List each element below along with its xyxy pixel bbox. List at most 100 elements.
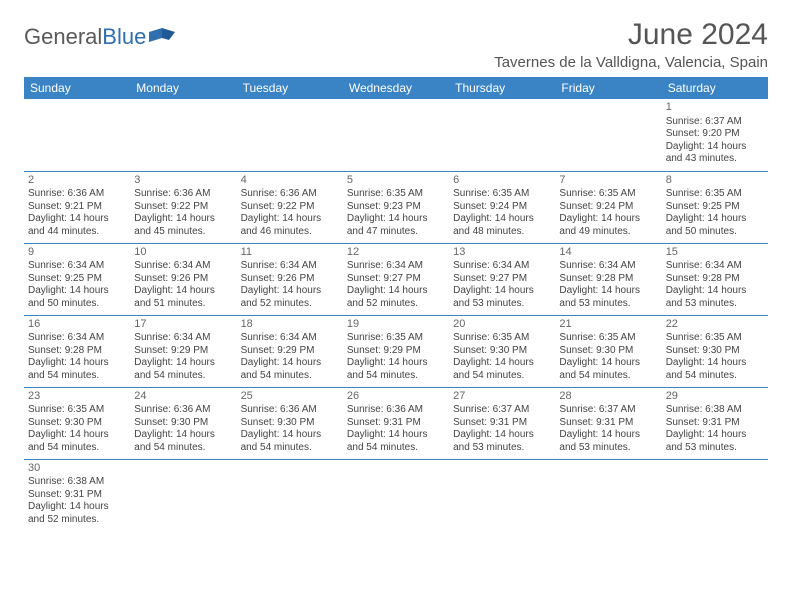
day-cell-10: 10Sunrise: 6:34 AMSunset: 9:26 PMDayligh… bbox=[130, 243, 236, 315]
day-header-monday: Monday bbox=[130, 77, 236, 99]
sunrise-line: Sunrise: 6:35 AM bbox=[559, 332, 657, 345]
sunrise-line: Sunrise: 6:38 AM bbox=[28, 476, 126, 489]
day-cell-12: 12Sunrise: 6:34 AMSunset: 9:27 PMDayligh… bbox=[343, 243, 449, 315]
sunset-line: Sunset: 9:28 PM bbox=[666, 273, 764, 286]
sunrise-line: Sunrise: 6:34 AM bbox=[28, 260, 126, 273]
title-block: June 2024 Tavernes de la Valldigna, Vale… bbox=[494, 18, 768, 71]
empty-cell bbox=[237, 459, 343, 531]
sun-info: Sunrise: 6:36 AMSunset: 9:22 PMDaylight:… bbox=[241, 188, 339, 238]
calendar-row: 2Sunrise: 6:36 AMSunset: 9:21 PMDaylight… bbox=[24, 171, 768, 243]
day-number: 25 bbox=[241, 390, 339, 404]
sun-info: Sunrise: 6:34 AMSunset: 9:27 PMDaylight:… bbox=[453, 260, 551, 310]
sun-info: Sunrise: 6:36 AMSunset: 9:30 PMDaylight:… bbox=[134, 404, 232, 454]
day-number: 14 bbox=[559, 246, 657, 260]
sunset-line: Sunset: 9:30 PM bbox=[559, 345, 657, 358]
day-header-friday: Friday bbox=[555, 77, 661, 99]
sunset-line: Sunset: 9:25 PM bbox=[666, 201, 764, 214]
sunset-line: Sunset: 9:21 PM bbox=[28, 201, 126, 214]
day-number: 18 bbox=[241, 318, 339, 332]
empty-cell bbox=[130, 459, 236, 531]
day-cell-26: 26Sunrise: 6:36 AMSunset: 9:31 PMDayligh… bbox=[343, 387, 449, 459]
day-number: 30 bbox=[28, 462, 126, 476]
day-header-tuesday: Tuesday bbox=[237, 77, 343, 99]
day-cell-19: 19Sunrise: 6:35 AMSunset: 9:29 PMDayligh… bbox=[343, 315, 449, 387]
day-header-sunday: Sunday bbox=[24, 77, 130, 99]
calendar-page: GeneralBlue June 2024 Tavernes de la Val… bbox=[0, 0, 792, 531]
daylight-line: Daylight: 14 hours and 54 minutes. bbox=[666, 357, 764, 382]
sunrise-line: Sunrise: 6:35 AM bbox=[347, 332, 445, 345]
sun-info: Sunrise: 6:35 AMSunset: 9:29 PMDaylight:… bbox=[347, 332, 445, 382]
sunrise-line: Sunrise: 6:37 AM bbox=[666, 116, 764, 129]
day-number: 26 bbox=[347, 390, 445, 404]
sunset-line: Sunset: 9:24 PM bbox=[559, 201, 657, 214]
daylight-line: Daylight: 14 hours and 54 minutes. bbox=[559, 357, 657, 382]
daylight-line: Daylight: 14 hours and 48 minutes. bbox=[453, 213, 551, 238]
sun-info: Sunrise: 6:36 AMSunset: 9:31 PMDaylight:… bbox=[347, 404, 445, 454]
day-cell-3: 3Sunrise: 6:36 AMSunset: 9:22 PMDaylight… bbox=[130, 171, 236, 243]
sun-info: Sunrise: 6:35 AMSunset: 9:30 PMDaylight:… bbox=[559, 332, 657, 382]
sun-info: Sunrise: 6:35 AMSunset: 9:23 PMDaylight:… bbox=[347, 188, 445, 238]
sunrise-line: Sunrise: 6:36 AM bbox=[28, 188, 126, 201]
day-cell-22: 22Sunrise: 6:35 AMSunset: 9:30 PMDayligh… bbox=[662, 315, 768, 387]
sunrise-line: Sunrise: 6:35 AM bbox=[347, 188, 445, 201]
daylight-line: Daylight: 14 hours and 53 minutes. bbox=[453, 429, 551, 454]
daylight-line: Daylight: 14 hours and 52 minutes. bbox=[241, 285, 339, 310]
day-number: 1 bbox=[666, 101, 764, 115]
sunset-line: Sunset: 9:26 PM bbox=[241, 273, 339, 286]
sun-info: Sunrise: 6:36 AMSunset: 9:22 PMDaylight:… bbox=[134, 188, 232, 238]
sunset-line: Sunset: 9:27 PM bbox=[453, 273, 551, 286]
empty-cell bbox=[555, 99, 661, 171]
day-number: 29 bbox=[666, 390, 764, 404]
daylight-line: Daylight: 14 hours and 54 minutes. bbox=[134, 429, 232, 454]
day-number: 3 bbox=[134, 174, 232, 188]
sunrise-line: Sunrise: 6:34 AM bbox=[241, 260, 339, 273]
daylight-line: Daylight: 14 hours and 49 minutes. bbox=[559, 213, 657, 238]
day-number: 10 bbox=[134, 246, 232, 260]
calendar-row: 16Sunrise: 6:34 AMSunset: 9:28 PMDayligh… bbox=[24, 315, 768, 387]
day-number: 19 bbox=[347, 318, 445, 332]
daylight-line: Daylight: 14 hours and 54 minutes. bbox=[453, 357, 551, 382]
day-number: 28 bbox=[559, 390, 657, 404]
sun-info: Sunrise: 6:37 AMSunset: 9:31 PMDaylight:… bbox=[453, 404, 551, 454]
calendar-row: 30Sunrise: 6:38 AMSunset: 9:31 PMDayligh… bbox=[24, 459, 768, 531]
sunrise-line: Sunrise: 6:36 AM bbox=[134, 188, 232, 201]
day-number: 2 bbox=[28, 174, 126, 188]
sunset-line: Sunset: 9:31 PM bbox=[559, 417, 657, 430]
sunrise-line: Sunrise: 6:34 AM bbox=[134, 332, 232, 345]
day-cell-16: 16Sunrise: 6:34 AMSunset: 9:28 PMDayligh… bbox=[24, 315, 130, 387]
sunset-line: Sunset: 9:29 PM bbox=[134, 345, 232, 358]
day-cell-5: 5Sunrise: 6:35 AMSunset: 9:23 PMDaylight… bbox=[343, 171, 449, 243]
daylight-line: Daylight: 14 hours and 53 minutes. bbox=[559, 429, 657, 454]
sunset-line: Sunset: 9:31 PM bbox=[666, 417, 764, 430]
sun-info: Sunrise: 6:38 AMSunset: 9:31 PMDaylight:… bbox=[28, 476, 126, 526]
sunrise-line: Sunrise: 6:36 AM bbox=[347, 404, 445, 417]
sunset-line: Sunset: 9:31 PM bbox=[453, 417, 551, 430]
day-number: 13 bbox=[453, 246, 551, 260]
sunrise-line: Sunrise: 6:34 AM bbox=[453, 260, 551, 273]
empty-cell bbox=[662, 459, 768, 531]
sunrise-line: Sunrise: 6:37 AM bbox=[453, 404, 551, 417]
day-cell-30: 30Sunrise: 6:38 AMSunset: 9:31 PMDayligh… bbox=[24, 459, 130, 531]
sunset-line: Sunset: 9:24 PM bbox=[453, 201, 551, 214]
sunset-line: Sunset: 9:22 PM bbox=[241, 201, 339, 214]
sunrise-line: Sunrise: 6:38 AM bbox=[666, 404, 764, 417]
sunset-line: Sunset: 9:31 PM bbox=[28, 489, 126, 502]
day-cell-20: 20Sunrise: 6:35 AMSunset: 9:30 PMDayligh… bbox=[449, 315, 555, 387]
day-cell-14: 14Sunrise: 6:34 AMSunset: 9:28 PMDayligh… bbox=[555, 243, 661, 315]
sunrise-line: Sunrise: 6:35 AM bbox=[28, 404, 126, 417]
month-title: June 2024 bbox=[494, 18, 768, 52]
sunset-line: Sunset: 9:20 PM bbox=[666, 128, 764, 141]
sunrise-line: Sunrise: 6:36 AM bbox=[241, 404, 339, 417]
sunrise-line: Sunrise: 6:34 AM bbox=[347, 260, 445, 273]
day-cell-23: 23Sunrise: 6:35 AMSunset: 9:30 PMDayligh… bbox=[24, 387, 130, 459]
sunset-line: Sunset: 9:28 PM bbox=[559, 273, 657, 286]
sunrise-line: Sunrise: 6:37 AM bbox=[559, 404, 657, 417]
sun-info: Sunrise: 6:37 AMSunset: 9:20 PMDaylight:… bbox=[666, 116, 764, 166]
daylight-line: Daylight: 14 hours and 54 minutes. bbox=[28, 357, 126, 382]
location: Tavernes de la Valldigna, Valencia, Spai… bbox=[494, 54, 768, 71]
daylight-line: Daylight: 14 hours and 52 minutes. bbox=[28, 501, 126, 526]
header: GeneralBlue June 2024 Tavernes de la Val… bbox=[24, 18, 768, 71]
sunrise-line: Sunrise: 6:35 AM bbox=[453, 332, 551, 345]
sun-info: Sunrise: 6:34 AMSunset: 9:28 PMDaylight:… bbox=[666, 260, 764, 310]
sun-info: Sunrise: 6:35 AMSunset: 9:30 PMDaylight:… bbox=[666, 332, 764, 382]
